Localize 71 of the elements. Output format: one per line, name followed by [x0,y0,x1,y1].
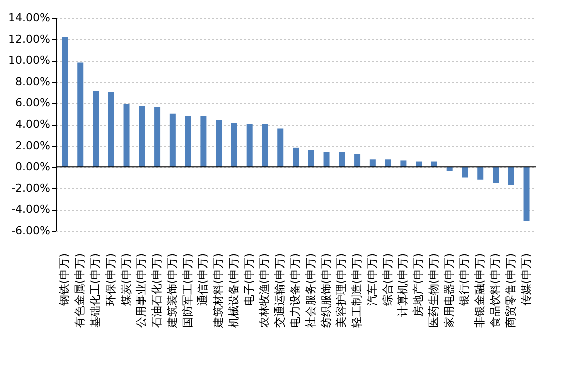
bar [246,124,253,168]
x-tick-label: 银行(申万) [458,254,472,308]
x-tick-label: 电力设备(申万) [289,254,302,328]
x-tick-label: 建筑材料(申万) [212,254,226,330]
x-tick-label: 煤炭(申万) [120,254,133,306]
bar [339,152,346,168]
x-tick-label: 社会服务(申万) [304,254,318,328]
x-tick-label: 基础化工(申万) [89,254,102,328]
bar [185,116,192,168]
x-tick-label: 汽车(申万) [366,254,379,306]
bar [293,148,299,168]
bar [354,154,361,168]
bar [139,106,146,168]
x-tick-label: 国防军工(申万) [181,254,194,328]
x-tick-label: 美容护理(申万) [335,254,348,328]
x-tick-label: 建筑装饰(申万) [166,254,179,330]
bar [231,123,238,168]
y-tick-label: 0.00% [16,160,50,174]
bar [478,167,484,180]
bar [524,167,530,222]
x-tick-label: 公用事业(申万) [135,254,148,328]
bar [324,152,330,168]
bar [493,167,499,184]
bar [508,167,514,186]
x-tick-label: 农林牧渔(申万) [258,254,272,328]
bar [385,160,392,168]
x-tick-label: 房地产(申万) [412,254,426,318]
x-tick-label: 传媒(申万) [520,254,533,306]
bar [446,167,453,172]
x-tick-label: 通信(申万) [196,254,210,306]
x-tick-label: 环保(申万) [104,254,118,306]
bar [78,62,84,168]
bar [170,114,176,168]
bar [308,150,314,168]
x-tick-label: 医药生物(申万) [427,254,440,328]
y-tick-label: 2.00% [16,139,50,152]
y-tick-label: 8.00% [16,75,50,88]
y-tick-label: -2.00% [12,182,50,195]
x-tick-label: 计算机(申万) [396,254,410,318]
bar [262,124,268,168]
x-tick-label: 纺织服饰(申万) [320,254,333,328]
x-tick-label: 石油石化(申万) [150,254,164,328]
y-tick-label: 4.00% [16,118,50,131]
x-tick-label: 商贸零售(申万) [504,254,518,328]
x-tick-label: 食品饮料(申万) [489,254,502,328]
bar [154,107,161,168]
bar [93,91,99,168]
bar [400,160,407,168]
x-tick-label: 综合(申万) [381,254,394,306]
x-tick-label: 交通运输(申万) [274,254,287,328]
x-tick-label: 有色金属(申万) [74,254,87,328]
x-tick-label: 轻工制造(申万) [350,254,364,328]
x-tick-label: 电子(申万) [242,254,256,306]
y-tick-label: -4.00% [12,203,50,216]
x-tick-label: 钢铁(申万) [58,254,72,308]
bar [124,104,130,168]
x-tick-label: 机械设备(申万) [227,254,240,328]
bar [462,167,468,178]
bar [278,128,284,168]
bar [370,160,376,168]
y-tick-label: 12.00% [8,32,50,46]
y-tick-label: 10.00% [8,54,50,68]
y-tick-label: -6.00% [12,224,50,238]
bar [108,92,114,168]
x-tick-label: 家用电器(申万) [442,254,456,328]
x-tick-label: 非银金融(申万) [474,254,487,328]
bar [62,37,68,168]
y-tick-label: 14.00% [8,12,50,24]
bar [216,120,222,168]
bar [200,116,207,168]
y-tick-label: 6.00% [16,96,50,110]
